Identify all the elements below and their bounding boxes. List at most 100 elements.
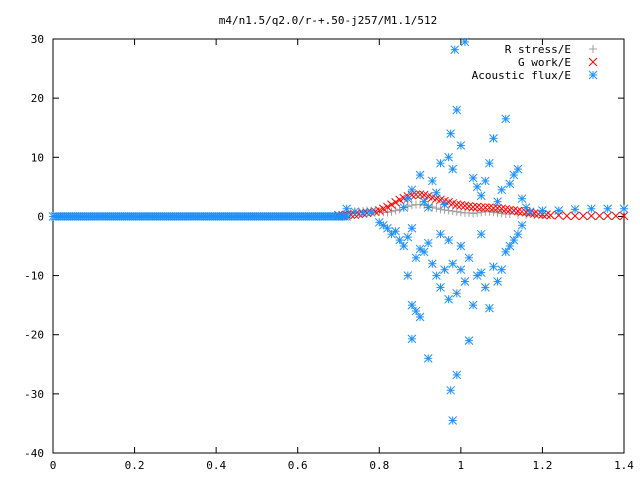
- chart-title: m4/n1.5/q2.0/r-+.50-j257/M1.1/512: [219, 14, 438, 27]
- data-point: [489, 134, 498, 143]
- data-point: [562, 211, 572, 221]
- data-point: [436, 229, 445, 239]
- x-tick-label: 1.4: [614, 459, 634, 472]
- data-point: [489, 203, 498, 213]
- legend-marker: [589, 45, 597, 53]
- y-tick-label: 30: [31, 33, 44, 46]
- data-point: [480, 203, 490, 212]
- x-tick-label: 0.2: [125, 459, 145, 472]
- data-point: [440, 265, 449, 275]
- data-point: [387, 207, 396, 216]
- data-point: [473, 208, 482, 217]
- data-point: [468, 202, 478, 212]
- y-tick-label: -40: [24, 447, 44, 460]
- data-point: [538, 206, 547, 215]
- data-point: [407, 223, 417, 233]
- data-point: [446, 129, 456, 138]
- data-point: [497, 265, 506, 275]
- data-point: [595, 211, 604, 221]
- legend-label: Acoustic flux/E: [472, 69, 571, 82]
- data-point: [476, 229, 486, 239]
- data-point: [468, 300, 478, 310]
- data-point: [493, 277, 502, 286]
- data-point: [391, 226, 400, 236]
- data-point: [427, 259, 437, 269]
- x-tick-label: 1: [458, 459, 465, 472]
- data-point: [436, 283, 445, 292]
- data-point: [395, 235, 405, 245]
- data-point: [448, 416, 458, 425]
- data-point: [444, 294, 453, 304]
- data-point: [411, 253, 421, 263]
- y-tick-label: -30: [24, 388, 44, 401]
- data-point: [570, 211, 580, 221]
- data-point: [538, 210, 547, 220]
- series-2: [48, 37, 629, 425]
- data-point: [603, 211, 613, 221]
- data-point: [477, 208, 486, 217]
- data-point: [399, 203, 409, 212]
- data-point: [383, 202, 392, 212]
- data-point: [456, 241, 466, 251]
- y-tick-label: 10: [31, 151, 44, 164]
- data-point: [403, 232, 413, 242]
- data-point: [587, 211, 596, 221]
- data-point: [460, 277, 470, 286]
- data-point: [334, 212, 343, 221]
- data-point: [501, 114, 511, 124]
- data-point: [448, 259, 458, 269]
- data-point: [407, 300, 417, 310]
- data-point: [436, 158, 445, 168]
- x-tick-label: 0: [50, 459, 57, 472]
- data-point: [619, 204, 629, 214]
- data-point: [446, 385, 456, 395]
- data-point: [509, 235, 519, 245]
- data-point: [517, 194, 527, 204]
- data-point: [611, 211, 621, 221]
- data-point: [342, 212, 352, 221]
- data-point: [460, 37, 470, 47]
- data-point: [480, 176, 490, 186]
- data-point: [423, 238, 433, 248]
- data-point: [513, 229, 523, 239]
- plot-frame: [52, 38, 625, 454]
- data-point: [444, 152, 453, 162]
- data-point: [383, 223, 392, 233]
- data-point: [399, 241, 409, 251]
- data-point: [578, 211, 588, 221]
- data-point: [436, 205, 445, 214]
- y-tick-label: -20: [24, 329, 44, 342]
- data-point: [505, 241, 515, 251]
- data-point: [432, 271, 441, 280]
- data-point: [452, 370, 462, 380]
- data-point: [452, 288, 462, 298]
- legend-label: G work/E: [518, 56, 571, 69]
- y-tick-label: -10: [24, 270, 44, 283]
- data-point: [403, 194, 413, 204]
- data-point: [403, 271, 413, 280]
- data-point: [501, 247, 511, 257]
- data-point: [450, 45, 460, 54]
- y-tick-label: 0: [37, 210, 44, 223]
- data-point: [350, 207, 360, 217]
- legend-marker: [588, 70, 598, 80]
- data-point: [428, 202, 437, 211]
- data-point: [415, 170, 425, 180]
- data-marks: [48, 37, 629, 425]
- data-point: [456, 265, 466, 275]
- x-tick-label: 1.2: [532, 459, 552, 472]
- data-point: [448, 164, 458, 174]
- data-point: [432, 204, 441, 213]
- data-point: [366, 207, 376, 217]
- data-point: [554, 206, 564, 215]
- legend-label: R stress/E: [505, 43, 571, 56]
- x-tick-label: 0.4: [206, 459, 226, 472]
- data-point: [497, 185, 506, 195]
- data-point: [489, 262, 498, 272]
- x-tick-label: 0.8: [369, 459, 389, 472]
- data-point: [374, 217, 384, 227]
- axis-ticks: 0 0.2 0.4 0.6 0.8 1 1.2 1.4 30 20 10 0 -10 -20 -30 -40: [24, 33, 634, 472]
